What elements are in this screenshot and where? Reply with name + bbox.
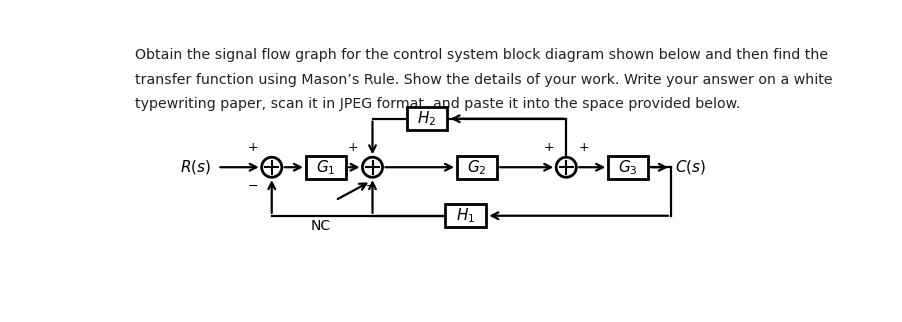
Text: $R(s)$: $R(s)$	[180, 158, 211, 176]
Text: $G_1$: $G_1$	[316, 158, 336, 176]
Text: $C(s)$: $C(s)$	[674, 158, 705, 176]
Text: −: −	[247, 180, 257, 193]
Text: $H_1$: $H_1$	[456, 206, 474, 225]
Text: $G_2$: $G_2$	[467, 158, 486, 176]
Text: transfer function using Mason’s Rule. Show the details of your work. Write your : transfer function using Mason’s Rule. Sh…	[134, 72, 832, 87]
Text: +: +	[543, 141, 553, 154]
Text: Obtain the signal flow graph for the control system block diagram shown below an: Obtain the signal flow graph for the con…	[134, 48, 827, 62]
FancyBboxPatch shape	[406, 107, 446, 130]
Text: −: −	[365, 180, 376, 193]
Text: NC: NC	[310, 219, 330, 233]
Text: $H_2$: $H_2$	[417, 109, 436, 128]
Text: +: +	[247, 141, 257, 154]
FancyBboxPatch shape	[445, 204, 485, 227]
Text: +: +	[578, 141, 589, 154]
FancyBboxPatch shape	[456, 156, 497, 179]
Text: +: +	[347, 141, 358, 154]
FancyBboxPatch shape	[607, 156, 648, 179]
Text: $G_3$: $G_3$	[618, 158, 638, 176]
Text: typewriting paper, scan it in JPEG format, and paste it into the space provided : typewriting paper, scan it in JPEG forma…	[134, 97, 739, 111]
FancyBboxPatch shape	[306, 156, 345, 179]
